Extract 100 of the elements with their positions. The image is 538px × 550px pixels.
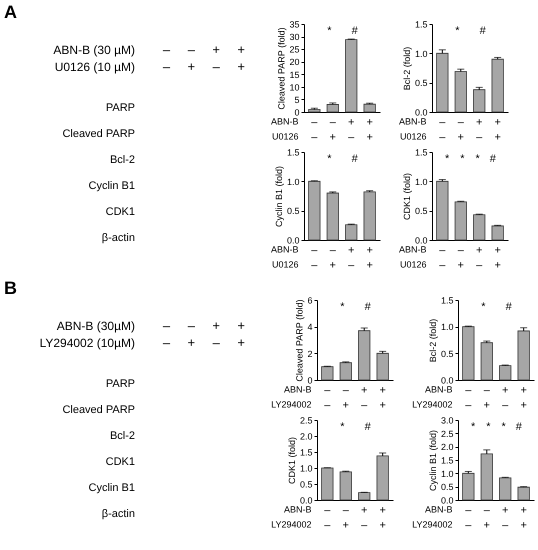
x-tick-label: + + (379, 504, 386, 532)
bar (326, 192, 339, 240)
y-tick-label: 0.0 (440, 496, 454, 506)
y-axis-title: Cyclin B1 (fold) (428, 430, 438, 492)
text: Cyclin B1 (88, 482, 135, 494)
y-tick-label: 2.0 (440, 442, 454, 452)
bar (326, 104, 339, 112)
y-tick-label: 1.5 (286, 148, 300, 158)
category-label: – – (162, 42, 171, 74)
x-tick-label: – – (439, 116, 446, 144)
text: PARP (106, 102, 135, 114)
category-label: + + (237, 318, 245, 350)
x-tick-label: + – (361, 384, 368, 412)
x-tick-label: + + (520, 384, 527, 412)
x-tick-label: – + (342, 384, 350, 412)
bar (345, 224, 358, 240)
annotation: * (475, 153, 480, 165)
bar (376, 455, 389, 500)
x-axis-title: ABN-B LY294002 (271, 504, 312, 530)
y-tick-label: 15 (289, 70, 300, 80)
text: PARP (106, 378, 135, 390)
y-tick-label: 20 (289, 57, 300, 68)
y-tick-label: 5 (294, 94, 300, 105)
y-axis-title: Bcl-2 (fold) (428, 318, 438, 362)
x-tick-label: – + (484, 504, 491, 532)
x-tick-label: – – (311, 244, 318, 272)
annotation: * (471, 421, 476, 433)
text: U0126 (10 µM) (54, 60, 135, 74)
x-tick-label: + + (494, 244, 501, 272)
x-axis-title: ABN-B U0126 (270, 244, 298, 270)
annotation: * (340, 301, 346, 313)
y-tick-label: 0 (307, 376, 312, 386)
y-tick-label: 1.0 (414, 48, 428, 59)
x-tick-label: – – (465, 384, 472, 412)
y-tick-label: 1.5 (440, 296, 454, 306)
x-tick-label: + – (361, 504, 368, 532)
x-tick-label: + – (348, 116, 356, 144)
y-axis-title: CDK1 (fold) (286, 436, 297, 484)
y-axis-title: Cleaved PARP (fold) (294, 299, 304, 382)
bar (499, 365, 512, 380)
category-label: + – (212, 318, 221, 350)
category-label: – – (162, 318, 171, 350)
y-tick-label: 4 (307, 322, 312, 332)
bar (436, 52, 448, 112)
y-tick-label: 2.5 (300, 416, 312, 426)
text: Bcl-2 (110, 430, 135, 442)
x-tick-label: – + (458, 244, 465, 272)
y-tick-label: 0.0 (414, 108, 428, 118)
bar (518, 330, 530, 380)
y-axis-title: CDK1 (fold) (402, 172, 412, 220)
bar (358, 330, 370, 380)
y-tick-label: 1.5 (414, 20, 428, 30)
y-tick-label: 30 (289, 32, 300, 42)
y-tick-label: 0.5 (414, 78, 428, 88)
annotation: * (486, 421, 492, 433)
bar (492, 58, 504, 112)
text: ABN-B (30µM) (56, 319, 135, 333)
x-tick-label: + – (476, 116, 484, 144)
y-tick-label: 1.0 (286, 176, 300, 187)
annotation: # (352, 25, 359, 37)
annotation: # (516, 421, 523, 433)
y-tick-label: 0.5 (440, 348, 454, 359)
y-tick-label: 1.0 (414, 176, 428, 187)
bar (321, 468, 334, 500)
x-axis-title: ABN-B U0126 (398, 244, 426, 270)
bar (462, 472, 474, 500)
annotation: * (327, 153, 332, 165)
annotation: * (327, 25, 332, 37)
bar (454, 71, 467, 112)
text: LY294002 (10µM) (40, 336, 135, 350)
annotation: * (460, 153, 466, 165)
x-axis-title: ABN-B LY294002 (271, 384, 312, 410)
bar (499, 477, 512, 500)
annotation: * (481, 301, 486, 313)
bar (364, 104, 376, 112)
y-tick-label: 1.0 (440, 468, 454, 479)
annotation: # (364, 421, 372, 433)
y-tick-label: 1.0 (300, 464, 312, 474)
text: Cleaved PARP (62, 404, 135, 416)
category-label: – + (188, 318, 196, 350)
y-tick-label: 0.5 (440, 482, 454, 492)
category-label: + + (237, 42, 245, 74)
text: Cleaved PARP (62, 128, 135, 140)
y-tick-label: 6 (307, 296, 312, 306)
annotation: # (490, 153, 497, 165)
y-tick-label: 1.5 (440, 456, 454, 466)
x-tick-label: + – (502, 504, 510, 532)
x-tick-label: + + (379, 384, 386, 412)
x-tick-label: + + (494, 116, 501, 144)
text: A (4, 2, 17, 22)
x-tick-label: + – (348, 244, 356, 272)
x-tick-label: – – (465, 504, 472, 532)
bar (376, 352, 389, 380)
y-tick-label: 1.0 (440, 322, 454, 332)
bar (436, 180, 448, 240)
annotation: * (455, 25, 460, 37)
bar (480, 342, 493, 380)
x-axis-title: ABN-B U0126 (270, 116, 298, 142)
x-axis-title: ABN-B U0126 (398, 116, 426, 142)
annotation: # (364, 301, 372, 313)
